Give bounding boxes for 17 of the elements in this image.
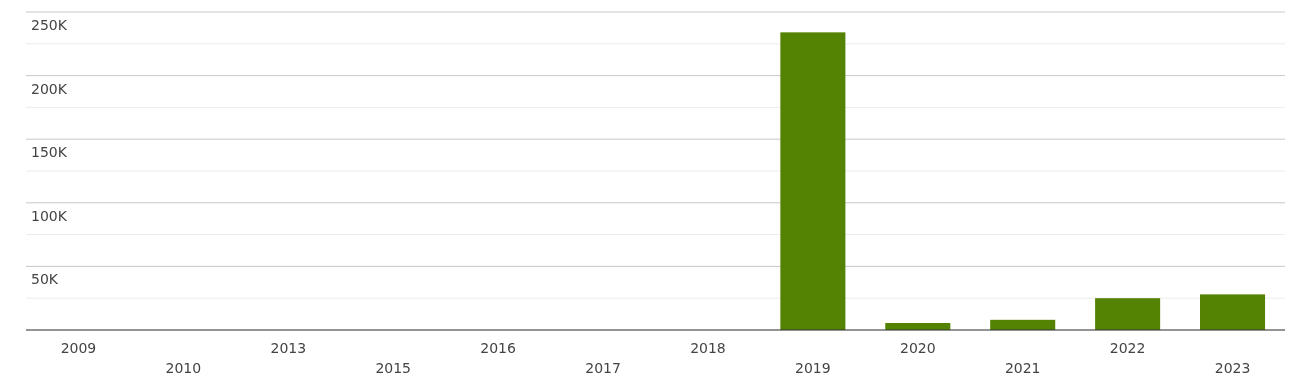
x-tick-label: 2017 (585, 360, 621, 376)
x-tick-label: 2019 (795, 360, 831, 376)
y-tick-label: 250K (31, 17, 68, 33)
y-tick-label: 100K (31, 207, 68, 224)
x-tick-label: 2013 (270, 340, 307, 356)
x-tick-label: 2018 (690, 340, 726, 356)
y-tick-label: 150K (31, 144, 68, 161)
x-tick-label: 2022 (1109, 340, 1146, 356)
x-tick-label: 2021 (1004, 360, 1041, 376)
y-tick-label: 200K (31, 80, 68, 97)
x-tick-label: 2020 (899, 340, 936, 356)
y-tick-label: 50K (31, 271, 59, 288)
x-tick-label: 2023 (1214, 360, 1251, 376)
x-tick-label: 2015 (375, 360, 412, 376)
x-tick-label: 2010 (165, 360, 202, 376)
x-tick-label: 2009 (60, 340, 97, 356)
x-tick-label: 2016 (480, 340, 517, 356)
